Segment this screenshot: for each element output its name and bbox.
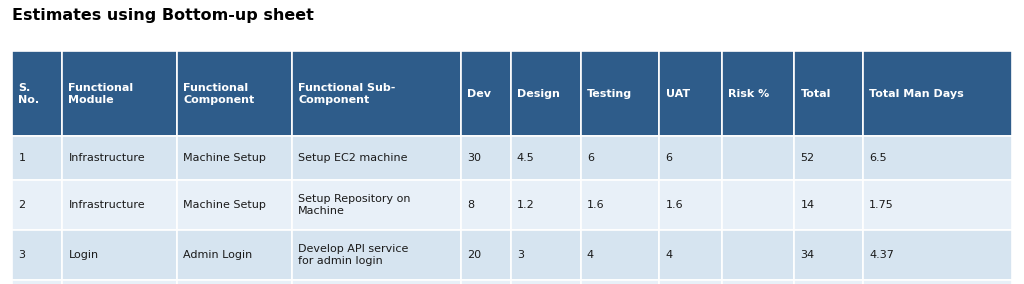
Bar xyxy=(12,51,62,136)
Bar xyxy=(581,180,659,230)
Bar xyxy=(795,230,863,280)
Bar xyxy=(177,180,292,230)
Text: 1.75: 1.75 xyxy=(869,200,894,210)
Bar xyxy=(722,280,795,284)
Bar xyxy=(659,280,722,284)
Bar xyxy=(292,51,461,136)
Bar xyxy=(461,180,511,230)
Bar xyxy=(581,51,659,136)
Bar xyxy=(863,51,1012,136)
Bar xyxy=(62,280,177,284)
Bar xyxy=(62,230,177,280)
Text: Login: Login xyxy=(69,250,98,260)
Text: Setup EC2 machine: Setup EC2 machine xyxy=(298,153,408,163)
Text: S.
No.: S. No. xyxy=(18,83,40,105)
Text: Machine Setup: Machine Setup xyxy=(183,200,266,210)
Text: UAT: UAT xyxy=(666,89,690,99)
Text: Testing: Testing xyxy=(587,89,632,99)
Text: 1: 1 xyxy=(18,153,26,163)
Bar xyxy=(581,230,659,280)
Bar xyxy=(722,180,795,230)
Text: 2: 2 xyxy=(18,200,26,210)
Bar xyxy=(62,180,177,230)
Bar xyxy=(177,280,292,284)
Bar xyxy=(659,136,722,180)
Text: Functional
Component: Functional Component xyxy=(183,83,255,105)
Text: Total Man Days: Total Man Days xyxy=(869,89,964,99)
Text: 4: 4 xyxy=(666,250,673,260)
Text: Develop API service
for admin login: Develop API service for admin login xyxy=(298,244,409,266)
Bar xyxy=(722,230,795,280)
Text: Machine Setup: Machine Setup xyxy=(183,153,266,163)
Bar xyxy=(62,51,177,136)
Bar xyxy=(795,51,863,136)
Text: Infrastructure: Infrastructure xyxy=(69,153,145,163)
Text: Dev: Dev xyxy=(467,89,490,99)
Bar xyxy=(177,136,292,180)
Bar xyxy=(863,136,1012,180)
Bar xyxy=(581,280,659,284)
Text: 4: 4 xyxy=(587,250,594,260)
Text: 52: 52 xyxy=(801,153,815,163)
Text: Admin Login: Admin Login xyxy=(183,250,253,260)
Text: Infrastructure: Infrastructure xyxy=(69,200,145,210)
Text: Estimates using Bottom-up sheet: Estimates using Bottom-up sheet xyxy=(12,8,314,23)
Text: 20: 20 xyxy=(467,250,481,260)
Bar xyxy=(863,180,1012,230)
Bar xyxy=(292,136,461,180)
Bar xyxy=(795,280,863,284)
Bar xyxy=(511,51,581,136)
Bar xyxy=(12,280,62,284)
Text: 8: 8 xyxy=(467,200,474,210)
Text: 1.6: 1.6 xyxy=(587,200,604,210)
Text: Risk %: Risk % xyxy=(728,89,769,99)
Bar xyxy=(511,280,581,284)
Bar xyxy=(177,230,292,280)
Text: Functional
Module: Functional Module xyxy=(69,83,133,105)
Bar xyxy=(659,230,722,280)
Text: 30: 30 xyxy=(467,153,481,163)
Text: Total: Total xyxy=(801,89,830,99)
Bar xyxy=(722,136,795,180)
Text: 4.37: 4.37 xyxy=(869,250,894,260)
Bar xyxy=(461,280,511,284)
Bar xyxy=(12,136,62,180)
Text: 3: 3 xyxy=(517,250,524,260)
Text: 1.2: 1.2 xyxy=(517,200,535,210)
Bar xyxy=(177,51,292,136)
Bar xyxy=(863,280,1012,284)
Text: 6.5: 6.5 xyxy=(869,153,887,163)
Text: 6: 6 xyxy=(666,153,673,163)
Bar xyxy=(795,136,863,180)
Text: 4.5: 4.5 xyxy=(517,153,535,163)
Bar xyxy=(12,180,62,230)
Bar xyxy=(722,51,795,136)
Bar xyxy=(461,51,511,136)
Text: 3: 3 xyxy=(18,250,26,260)
Bar xyxy=(461,230,511,280)
Bar xyxy=(12,230,62,280)
Bar xyxy=(659,180,722,230)
Bar xyxy=(795,180,863,230)
Bar xyxy=(659,51,722,136)
Bar xyxy=(863,230,1012,280)
Text: 14: 14 xyxy=(801,200,815,210)
Bar xyxy=(292,280,461,284)
Text: 6: 6 xyxy=(587,153,594,163)
Text: Setup Repository on
Machine: Setup Repository on Machine xyxy=(298,194,411,216)
Bar xyxy=(292,180,461,230)
Bar xyxy=(461,136,511,180)
Text: Design: Design xyxy=(517,89,560,99)
Bar xyxy=(511,230,581,280)
Text: 34: 34 xyxy=(801,250,815,260)
Bar xyxy=(511,136,581,180)
Bar xyxy=(581,136,659,180)
Text: Functional Sub-
Component: Functional Sub- Component xyxy=(298,83,395,105)
Bar xyxy=(62,136,177,180)
Bar xyxy=(511,180,581,230)
Text: 1.6: 1.6 xyxy=(666,200,683,210)
Bar xyxy=(292,230,461,280)
